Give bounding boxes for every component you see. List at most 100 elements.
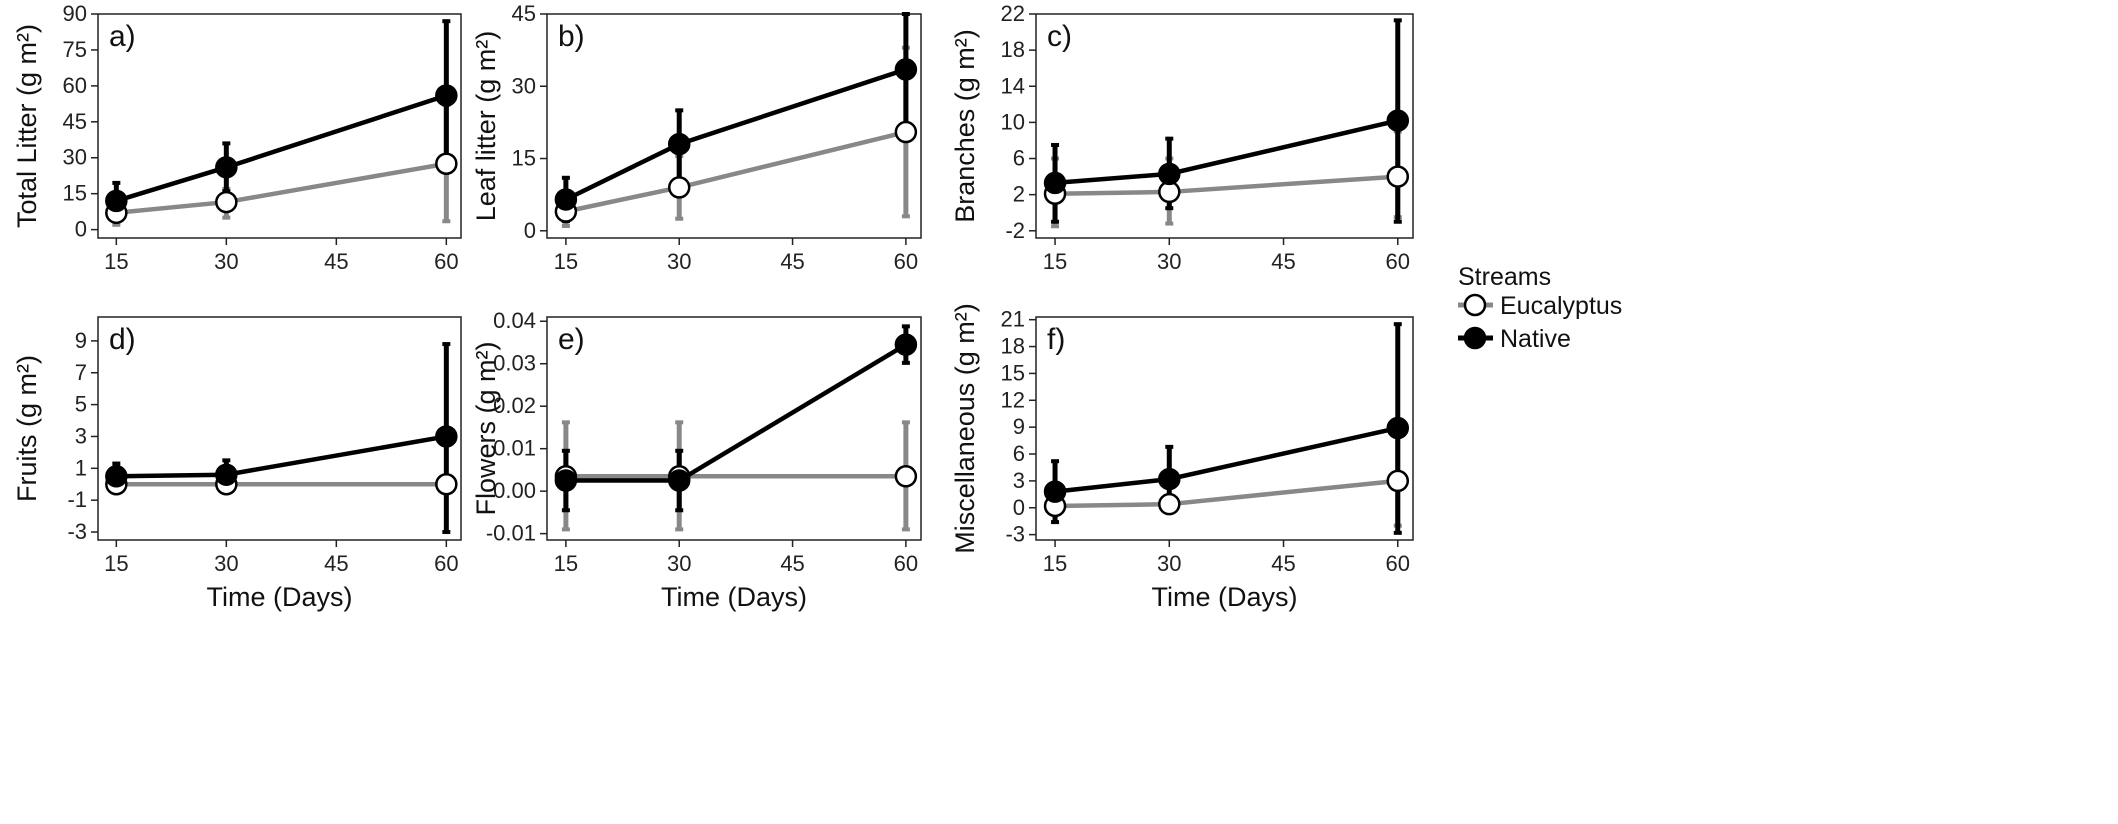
y-tick-label: 6 bbox=[1013, 441, 1025, 466]
x-tick-label: 30 bbox=[667, 551, 691, 576]
y-axis-title: Branches (g m²) bbox=[950, 29, 980, 223]
x-tick-label: 45 bbox=[1271, 249, 1295, 274]
y-tick-label: -3 bbox=[67, 519, 87, 544]
series-line bbox=[565, 129, 907, 214]
x-tick-label: 60 bbox=[1386, 249, 1410, 274]
series-native bbox=[561, 12, 910, 224]
y-tick-label: 22 bbox=[1001, 1, 1025, 26]
plot-frame bbox=[546, 316, 922, 541]
data-point-native bbox=[1158, 467, 1181, 491]
x-tick-label: 60 bbox=[434, 551, 458, 576]
series-native bbox=[1051, 322, 1402, 535]
y-tick-label: 7 bbox=[75, 360, 87, 385]
series-native bbox=[112, 342, 451, 535]
y-tick-label: 60 bbox=[63, 73, 87, 98]
x-tick-label: 15 bbox=[554, 551, 578, 576]
data-point-eucalyptus bbox=[435, 473, 458, 496]
data-point-eucalyptus bbox=[1386, 469, 1410, 493]
series-line bbox=[564, 67, 907, 202]
data-point-eucalyptus bbox=[1158, 492, 1181, 516]
panel-label: a) bbox=[109, 20, 136, 53]
data-point-eucalyptus bbox=[435, 152, 458, 175]
y-tick-label: 30 bbox=[512, 73, 536, 98]
x-tick-label: 30 bbox=[1157, 249, 1181, 274]
data-point-native bbox=[1043, 171, 1067, 195]
y-axis-title: Miscellaneous (g m²) bbox=[950, 303, 980, 554]
y-tick-label: -1 bbox=[67, 487, 87, 512]
x-tick-label: 45 bbox=[1271, 551, 1295, 576]
x-tick-label: 60 bbox=[894, 249, 918, 274]
y-tick-label: 45 bbox=[63, 109, 87, 134]
data-point-eucalyptus bbox=[667, 176, 691, 199]
series-line bbox=[115, 93, 448, 204]
panel-a: 0 15 30 45 60 75 90 15 30 45 60 a) Total Litter (g m… bbox=[12, 1, 462, 274]
data-point-native bbox=[105, 465, 128, 488]
data-point-native bbox=[667, 132, 691, 156]
y-tick-label: 3 bbox=[75, 423, 87, 448]
x-tick-label: 30 bbox=[667, 249, 691, 274]
x-tick-label: 30 bbox=[214, 551, 238, 576]
x-tick-label: 60 bbox=[1386, 551, 1410, 576]
y-tick-label: 2 bbox=[1013, 182, 1025, 207]
y-tick-label: 15 bbox=[1001, 360, 1025, 385]
data-point-native bbox=[667, 469, 691, 492]
data-point-eucalyptus bbox=[1386, 165, 1410, 188]
y-tick-label: -0.01 bbox=[486, 521, 536, 546]
legend-label: Eucalyptus bbox=[1500, 292, 1622, 320]
x-tick-label: 15 bbox=[1043, 249, 1067, 274]
x-tick-label: 60 bbox=[434, 249, 458, 274]
plot-frame bbox=[546, 13, 922, 239]
y-tick-label: 0 bbox=[1013, 495, 1025, 520]
series-eucalyptus bbox=[112, 103, 451, 227]
x-axis-title: Time (Days) bbox=[661, 582, 807, 612]
y-tick-label: 75 bbox=[63, 37, 87, 62]
y-tick-label: 0.02 bbox=[493, 393, 536, 418]
y-tick-label: 12 bbox=[1001, 387, 1025, 412]
legend-title: Streams bbox=[1458, 263, 1551, 291]
panel-d: -3 -1 1 3 5 7 9 15 30 45 60 d) Fruits (g m²) Time (Da… bbox=[12, 316, 462, 612]
plot-frame bbox=[97, 316, 462, 541]
legend-marker bbox=[1463, 326, 1487, 350]
panel-label: d) bbox=[109, 323, 136, 356]
data-point-eucalyptus bbox=[894, 465, 918, 488]
x-axis-title: Time (Days) bbox=[1152, 582, 1298, 612]
data-point-native bbox=[894, 58, 918, 81]
y-tick-label: 0.03 bbox=[493, 351, 536, 376]
data-point-native bbox=[894, 333, 918, 356]
y-tick-label: 30 bbox=[63, 145, 87, 170]
series-native bbox=[112, 19, 451, 220]
series-eucalyptus bbox=[561, 420, 910, 532]
panel-label: e) bbox=[558, 323, 585, 356]
data-point-native bbox=[215, 463, 238, 486]
y-tick-label: 18 bbox=[1001, 37, 1025, 62]
y-tick-label: 9 bbox=[1013, 414, 1025, 439]
y-tick-label: 0.01 bbox=[493, 436, 536, 461]
y-tick-label: 45 bbox=[512, 1, 536, 26]
panel-label: f) bbox=[1047, 323, 1065, 356]
y-tick-label: 15 bbox=[512, 146, 536, 171]
y-tick-label: 5 bbox=[75, 392, 87, 417]
series-line bbox=[565, 342, 908, 483]
x-tick-label: 60 bbox=[894, 551, 918, 576]
y-tick-label: 0.00 bbox=[493, 478, 536, 503]
panel-c: -2 2 6 10 14 18 22 15 30 45 60 c) Branches (g m²) bbox=[950, 1, 1414, 274]
y-tick-label: -3 bbox=[1005, 522, 1025, 547]
data-point-native bbox=[1158, 162, 1181, 186]
series-line bbox=[1054, 118, 1399, 186]
x-tick-label: 15 bbox=[554, 249, 578, 274]
series-eucalyptus bbox=[1051, 434, 1402, 528]
y-tick-label: 10 bbox=[1001, 109, 1025, 134]
legend-marker bbox=[1463, 293, 1487, 317]
data-point-eucalyptus bbox=[215, 190, 238, 214]
series-native bbox=[561, 324, 910, 513]
plot-frame bbox=[1035, 13, 1414, 239]
y-tick-label: 18 bbox=[1001, 334, 1025, 359]
plot-frame bbox=[1035, 316, 1414, 541]
y-tick-label: -2 bbox=[1005, 218, 1025, 243]
y-tick-label: 90 bbox=[63, 1, 87, 26]
x-tick-label: 15 bbox=[104, 551, 128, 576]
